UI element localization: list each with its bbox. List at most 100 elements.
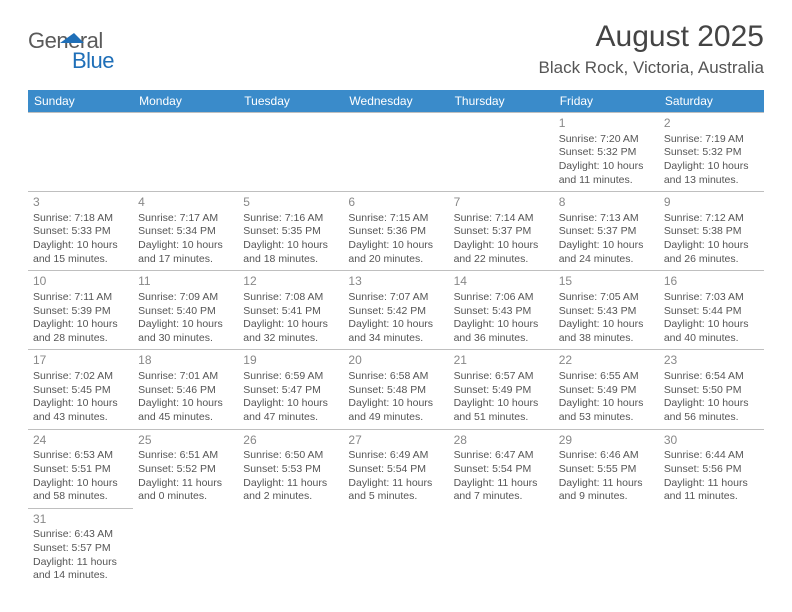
sunset-text: Sunset: 5:40 PM <box>138 305 233 319</box>
calendar-cell: 12Sunrise: 7:08 AMSunset: 5:41 PMDayligh… <box>238 271 343 350</box>
calendar-row: 10Sunrise: 7:11 AMSunset: 5:39 PMDayligh… <box>28 271 764 350</box>
daylight-text: Daylight: 11 hours and 0 minutes. <box>138 477 233 504</box>
header-row: Sunday Monday Tuesday Wednesday Thursday… <box>28 90 764 113</box>
day-number: 6 <box>348 195 443 211</box>
calendar-cell: 21Sunrise: 6:57 AMSunset: 5:49 PMDayligh… <box>449 350 554 429</box>
day-number: 28 <box>454 433 549 449</box>
sunrise-text: Sunrise: 6:54 AM <box>664 370 759 384</box>
daylight-text: Daylight: 10 hours and 58 minutes. <box>33 477 128 504</box>
sunrise-text: Sunrise: 6:55 AM <box>559 370 654 384</box>
daylight-text: Daylight: 10 hours and 20 minutes. <box>348 239 443 266</box>
calendar-cell: 14Sunrise: 7:06 AMSunset: 5:43 PMDayligh… <box>449 271 554 350</box>
sunrise-text: Sunrise: 7:07 AM <box>348 291 443 305</box>
daylight-text: Daylight: 10 hours and 51 minutes. <box>454 397 549 424</box>
daylight-text: Daylight: 10 hours and 22 minutes. <box>454 239 549 266</box>
sunrise-text: Sunrise: 7:19 AM <box>664 133 759 147</box>
day-number: 30 <box>664 433 759 449</box>
calendar-row: 1Sunrise: 7:20 AMSunset: 5:32 PMDaylight… <box>28 113 764 192</box>
sunrise-text: Sunrise: 7:15 AM <box>348 212 443 226</box>
sunset-text: Sunset: 5:57 PM <box>33 542 128 556</box>
sunrise-text: Sunrise: 7:02 AM <box>33 370 128 384</box>
page-header: General Blue August 2025 Black Rock, Vic… <box>28 20 764 78</box>
col-wed: Wednesday <box>343 90 448 113</box>
sunset-text: Sunset: 5:36 PM <box>348 225 443 239</box>
sunrise-text: Sunrise: 7:16 AM <box>243 212 338 226</box>
calendar-cell: 9Sunrise: 7:12 AMSunset: 5:38 PMDaylight… <box>659 192 764 271</box>
day-number: 16 <box>664 274 759 290</box>
day-number: 21 <box>454 353 549 369</box>
title-block: August 2025 Black Rock, Victoria, Austra… <box>539 20 765 78</box>
daylight-text: Daylight: 10 hours and 15 minutes. <box>33 239 128 266</box>
daylight-text: Daylight: 10 hours and 32 minutes. <box>243 318 338 345</box>
sunrise-text: Sunrise: 7:14 AM <box>454 212 549 226</box>
sunrise-text: Sunrise: 6:44 AM <box>664 449 759 463</box>
sunset-text: Sunset: 5:37 PM <box>454 225 549 239</box>
day-number: 8 <box>559 195 654 211</box>
calendar-cell: 20Sunrise: 6:58 AMSunset: 5:48 PMDayligh… <box>343 350 448 429</box>
sunrise-text: Sunrise: 6:57 AM <box>454 370 549 384</box>
calendar-cell: 27Sunrise: 6:49 AMSunset: 5:54 PMDayligh… <box>343 429 448 508</box>
daylight-text: Daylight: 10 hours and 34 minutes. <box>348 318 443 345</box>
sunrise-text: Sunrise: 6:46 AM <box>559 449 654 463</box>
calendar-cell <box>554 508 659 587</box>
day-number: 4 <box>138 195 233 211</box>
sunrise-text: Sunrise: 6:51 AM <box>138 449 233 463</box>
sunset-text: Sunset: 5:51 PM <box>33 463 128 477</box>
sunrise-text: Sunrise: 7:06 AM <box>454 291 549 305</box>
sunrise-text: Sunrise: 7:03 AM <box>664 291 759 305</box>
day-number: 17 <box>33 353 128 369</box>
sunset-text: Sunset: 5:54 PM <box>348 463 443 477</box>
sunrise-text: Sunrise: 7:09 AM <box>138 291 233 305</box>
day-number: 20 <box>348 353 443 369</box>
sunset-text: Sunset: 5:45 PM <box>33 384 128 398</box>
day-number: 12 <box>243 274 338 290</box>
logo-flag-icon <box>60 29 86 47</box>
sunset-text: Sunset: 5:32 PM <box>559 146 654 160</box>
sunrise-text: Sunrise: 7:08 AM <box>243 291 338 305</box>
day-number: 22 <box>559 353 654 369</box>
logo-part2: Blue <box>72 48 114 74</box>
calendar-cell: 26Sunrise: 6:50 AMSunset: 5:53 PMDayligh… <box>238 429 343 508</box>
day-number: 14 <box>454 274 549 290</box>
daylight-text: Daylight: 10 hours and 17 minutes. <box>138 239 233 266</box>
day-number: 3 <box>33 195 128 211</box>
sunset-text: Sunset: 5:49 PM <box>454 384 549 398</box>
sunrise-text: Sunrise: 6:50 AM <box>243 449 338 463</box>
daylight-text: Daylight: 10 hours and 30 minutes. <box>138 318 233 345</box>
sunset-text: Sunset: 5:32 PM <box>664 146 759 160</box>
calendar-cell: 25Sunrise: 6:51 AMSunset: 5:52 PMDayligh… <box>133 429 238 508</box>
calendar-row: 3Sunrise: 7:18 AMSunset: 5:33 PMDaylight… <box>28 192 764 271</box>
daylight-text: Daylight: 10 hours and 40 minutes. <box>664 318 759 345</box>
col-sat: Saturday <box>659 90 764 113</box>
calendar-cell <box>133 113 238 192</box>
calendar-table: Sunday Monday Tuesday Wednesday Thursday… <box>28 90 764 587</box>
sunset-text: Sunset: 5:46 PM <box>138 384 233 398</box>
day-number: 27 <box>348 433 443 449</box>
calendar-row: 31Sunrise: 6:43 AMSunset: 5:57 PMDayligh… <box>28 508 764 587</box>
sunset-text: Sunset: 5:33 PM <box>33 225 128 239</box>
daylight-text: Daylight: 10 hours and 49 minutes. <box>348 397 443 424</box>
calendar-cell: 7Sunrise: 7:14 AMSunset: 5:37 PMDaylight… <box>449 192 554 271</box>
sunrise-text: Sunrise: 7:12 AM <box>664 212 759 226</box>
day-number: 25 <box>138 433 233 449</box>
sunrise-text: Sunrise: 7:11 AM <box>33 291 128 305</box>
daylight-text: Daylight: 10 hours and 18 minutes. <box>243 239 338 266</box>
calendar-cell <box>659 508 764 587</box>
sunrise-text: Sunrise: 7:05 AM <box>559 291 654 305</box>
sunset-text: Sunset: 5:49 PM <box>559 384 654 398</box>
daylight-text: Daylight: 10 hours and 53 minutes. <box>559 397 654 424</box>
daylight-text: Daylight: 10 hours and 28 minutes. <box>33 318 128 345</box>
calendar-cell: 13Sunrise: 7:07 AMSunset: 5:42 PMDayligh… <box>343 271 448 350</box>
daylight-text: Daylight: 11 hours and 5 minutes. <box>348 477 443 504</box>
sunrise-text: Sunrise: 7:20 AM <box>559 133 654 147</box>
daylight-text: Daylight: 10 hours and 56 minutes. <box>664 397 759 424</box>
calendar-cell: 23Sunrise: 6:54 AMSunset: 5:50 PMDayligh… <box>659 350 764 429</box>
sunrise-text: Sunrise: 7:13 AM <box>559 212 654 226</box>
calendar-cell: 19Sunrise: 6:59 AMSunset: 5:47 PMDayligh… <box>238 350 343 429</box>
col-tue: Tuesday <box>238 90 343 113</box>
sunrise-text: Sunrise: 6:43 AM <box>33 528 128 542</box>
daylight-text: Daylight: 10 hours and 45 minutes. <box>138 397 233 424</box>
calendar-cell <box>28 113 133 192</box>
day-number: 18 <box>138 353 233 369</box>
sunset-text: Sunset: 5:42 PM <box>348 305 443 319</box>
